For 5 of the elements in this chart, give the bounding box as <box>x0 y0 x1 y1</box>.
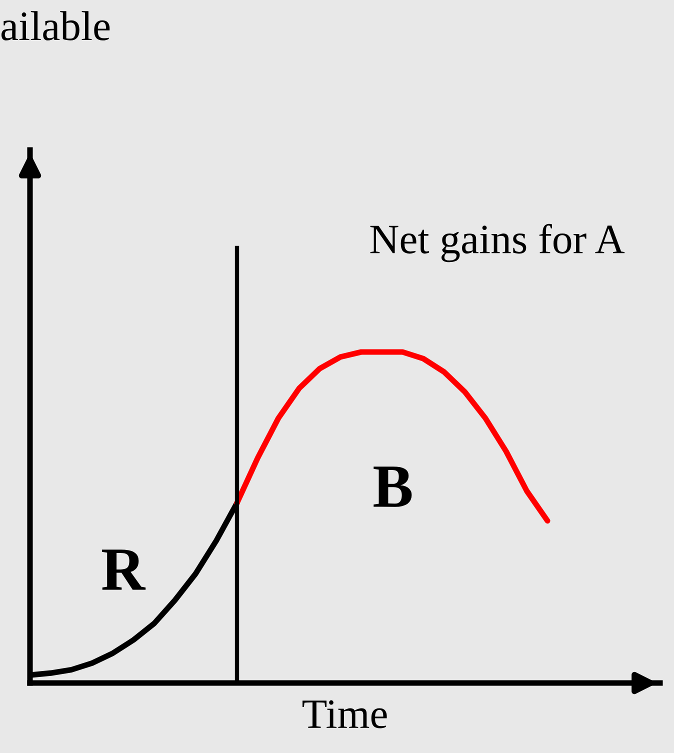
annotation: B <box>374 466 412 507</box>
text: Net gains for A <box>370 224 625 262</box>
chart-title: ailable <box>1 11 110 40</box>
annotation: R <box>102 550 146 590</box>
x-axis-title: Time <box>302 700 387 728</box>
